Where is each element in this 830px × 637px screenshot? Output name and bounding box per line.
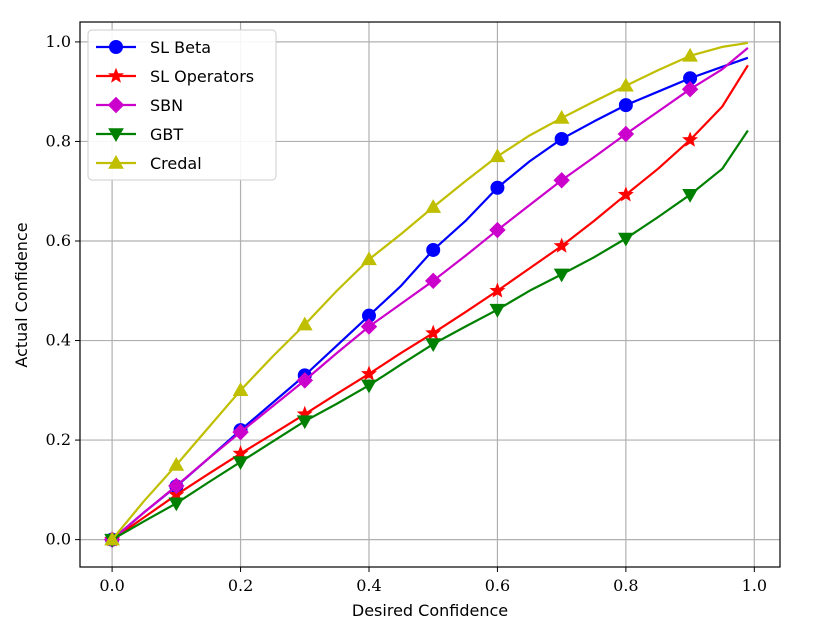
data-point bbox=[104, 531, 120, 546]
y-tick-label: 0.4 bbox=[46, 331, 71, 350]
data-point bbox=[361, 251, 377, 266]
data-point bbox=[682, 188, 698, 203]
x-tick-label: 1.0 bbox=[742, 576, 767, 595]
data-point bbox=[168, 477, 185, 495]
data-point bbox=[553, 172, 570, 189]
y-tick-label: 0.6 bbox=[46, 231, 71, 250]
legend-item: Credal bbox=[96, 154, 202, 173]
data-point bbox=[296, 415, 313, 430]
data-point bbox=[554, 131, 569, 146]
x-axis-label: Desired Confidence bbox=[352, 601, 508, 620]
data-point bbox=[489, 282, 506, 298]
y-axis-label: Actual Confidence bbox=[12, 222, 31, 367]
legend-label: GBT bbox=[150, 125, 183, 144]
data-point bbox=[617, 125, 635, 143]
data-point bbox=[296, 372, 313, 389]
legend: SL Beta SL Operators SBN GBT Credal bbox=[87, 29, 277, 181]
data-point bbox=[489, 148, 506, 163]
data-point bbox=[618, 232, 634, 247]
legend-item: GBT bbox=[96, 125, 183, 144]
data-point bbox=[425, 199, 442, 213]
legend-item: SL Beta bbox=[96, 38, 211, 57]
series-gbt bbox=[104, 129, 749, 548]
legend-box bbox=[87, 29, 277, 181]
data-point bbox=[489, 221, 506, 239]
data-point bbox=[425, 272, 442, 290]
legend-marker bbox=[107, 96, 125, 114]
data-point bbox=[553, 110, 570, 124]
data-point bbox=[425, 324, 442, 340]
y-tick-label: 0.0 bbox=[46, 530, 71, 549]
x-tick-label: 0.4 bbox=[356, 576, 381, 595]
legend-marker bbox=[108, 128, 124, 143]
legend-item: SBN bbox=[96, 96, 183, 115]
x-tick-label: 0.2 bbox=[228, 576, 253, 595]
legend-label: SL Beta bbox=[150, 38, 211, 57]
legend-marker bbox=[108, 154, 124, 169]
data-point bbox=[489, 303, 506, 318]
y-tick-label: 0.8 bbox=[46, 131, 71, 150]
data-point bbox=[553, 268, 570, 283]
x-tick-label: 0.8 bbox=[613, 576, 638, 595]
data-point bbox=[425, 338, 442, 353]
data-point bbox=[618, 98, 633, 113]
data-point bbox=[682, 131, 699, 147]
data-point bbox=[617, 186, 634, 202]
ticks: 0.0 0.2 0.4 0.6 0.8 1.0 0.0 0.2 0.4 0.6 0.8 1.0 bbox=[46, 32, 767, 595]
data-point bbox=[296, 316, 313, 331]
data-point bbox=[232, 456, 249, 470]
legend-marker bbox=[108, 67, 124, 83]
plot-frame bbox=[79, 21, 781, 568]
legend-marker bbox=[109, 40, 123, 54]
y-tick-label: 0.2 bbox=[46, 430, 71, 449]
data-point bbox=[168, 497, 185, 512]
data-point bbox=[232, 382, 249, 397]
data-point bbox=[168, 456, 185, 471]
data-point bbox=[361, 365, 377, 381]
data-point bbox=[232, 423, 249, 441]
data-point bbox=[553, 237, 570, 253]
data-point bbox=[490, 180, 505, 195]
data-point bbox=[426, 242, 441, 257]
legend-label: Credal bbox=[150, 154, 202, 173]
legend-label: SBN bbox=[150, 96, 183, 115]
data-point bbox=[681, 80, 699, 98]
x-tick-label: 0.6 bbox=[485, 576, 510, 595]
series-group bbox=[103, 41, 749, 548]
legend-label: SL Operators bbox=[150, 67, 254, 86]
data-point bbox=[360, 318, 378, 335]
x-tick-label: 0.0 bbox=[99, 576, 124, 595]
y-tick-label: 1.0 bbox=[46, 32, 71, 51]
data-point bbox=[682, 47, 698, 62]
series-credal bbox=[104, 41, 749, 546]
data-point bbox=[361, 379, 377, 394]
data-point bbox=[618, 77, 634, 92]
legend-item: SL Operators bbox=[96, 67, 254, 86]
